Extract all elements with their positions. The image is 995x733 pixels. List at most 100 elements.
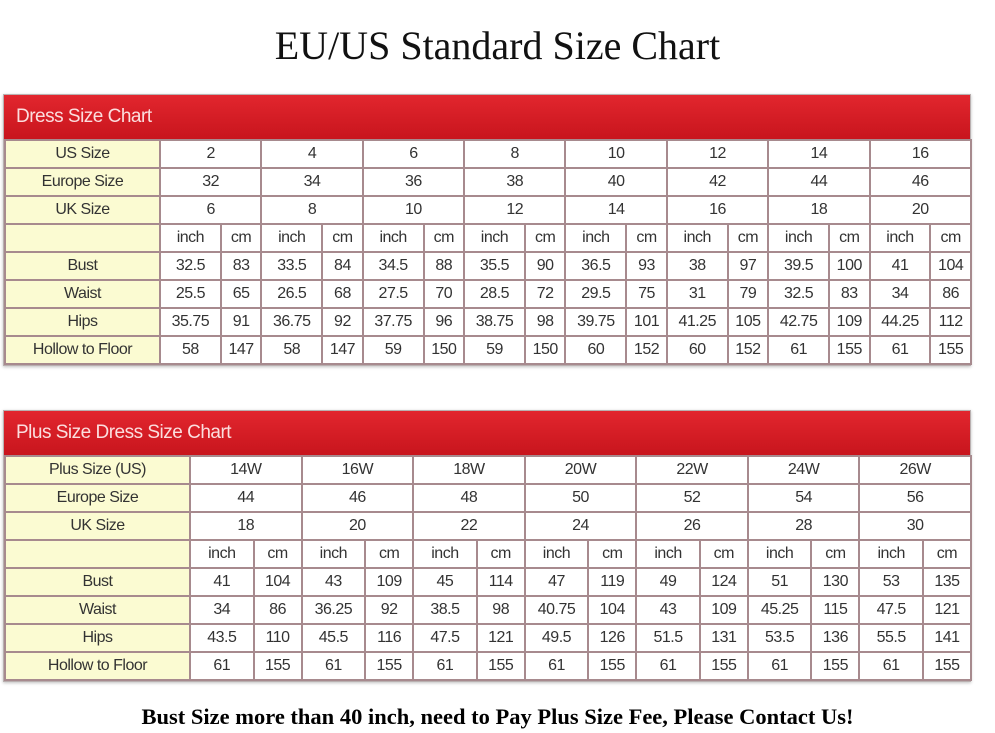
size-cell: 14 [564,195,668,225]
size-row: Europe Size 44 46 48 50 52 54 56 [4,483,972,513]
unit-row: inch cm inch cm inch cm inch cm inch cm inch cm inch… [4,223,972,253]
measure-cell: 104 [587,595,638,625]
measure-cell: 34.5 [361,251,425,281]
measure-cell: 79 [726,279,770,309]
measure-cell: 110 [252,623,303,653]
size-cell: 26W [858,455,972,485]
measure-cell: 40.75 [523,595,590,625]
measure-cell: 86 [929,279,972,309]
row-label: Waist [4,279,161,309]
measurement-row: Waist 34 86 36.25 92 38.5 98 40.75 104 43 109 45.25… [4,595,972,625]
size-cell: 4 [260,139,364,169]
row-label: Hips [4,307,161,337]
row-label: Europe Size [4,483,191,513]
measurement-row: Waist 25.5 65 26.5 68 27.5 70 28.5 72 29.5 75 31 79 3… [4,279,972,309]
measure-cell: 121 [921,595,972,625]
measure-cell: 124 [698,567,749,597]
size-cell: 40 [564,167,668,197]
plus-size-chart: Plus Size Dress Size Chart Plus Size (US… [3,410,972,682]
measure-cell: 41.25 [665,307,729,337]
measure-cell: 41 [189,567,255,597]
measure-cell: 35.75 [159,307,222,337]
measure-cell: 58 [159,335,222,365]
measure-cell: 45.5 [300,623,367,653]
measure-cell: 86 [252,595,303,625]
unit-cm: cm [523,223,567,253]
size-cell: 42 [665,167,770,197]
size-cell: 6 [361,139,466,169]
size-cell: 6 [158,195,263,225]
size-cell: 20 [300,511,415,541]
measure-cell: 39.5 [767,251,830,281]
row-label [4,539,191,569]
unit-cm: cm [828,223,871,253]
row-label: Hollow to Floor [4,651,191,681]
measure-cell: 91 [219,307,263,337]
unit-inch: inch [300,539,367,569]
size-cell: 16W [300,455,415,485]
measure-cell: 32.5 [767,279,830,309]
measure-cell: 112 [929,307,972,337]
size-cell: 2 [158,139,263,169]
measure-cell: 55.5 [858,623,924,653]
size-cell: 16 [868,139,972,169]
measure-cell: 155 [929,335,972,365]
measure-cell: 150 [422,335,466,365]
measure-cell: 36.75 [260,307,324,337]
size-cell: 32 [158,167,263,197]
measure-cell: 42.75 [767,307,830,337]
measure-cell: 43.5 [189,623,255,653]
unit-inch: inch [412,539,478,569]
measure-cell: 114 [475,567,526,597]
unit-inch: inch [746,539,813,569]
measure-cell: 152 [726,335,770,365]
measure-cell: 34 [868,279,932,309]
measure-cell: 97 [726,251,770,281]
measure-cell: 98 [523,307,567,337]
measure-cell: 61 [868,335,932,365]
measure-cell: 47.5 [858,595,924,625]
measure-cell: 61 [767,335,830,365]
size-cell: 10 [564,139,668,169]
measure-cell: 130 [810,567,861,597]
size-cell: 46 [300,483,415,513]
plus-size-table: Plus Size (US) 14W 16W 18W 20W 22W 24W 26W Europ… [4,455,972,681]
measure-cell: 83 [828,279,871,309]
measure-cell: 61 [635,651,701,681]
measure-cell: 105 [726,307,770,337]
size-cell: 38 [463,167,567,197]
unit-inch: inch [767,223,830,253]
plus-size-fee-notice: Bust Size more than 40 inch, need to Pay… [141,704,854,729]
measure-cell: 61 [858,651,924,681]
measure-cell: 28.5 [463,279,526,309]
unit-cm: cm [422,223,466,253]
size-cell: 12 [665,139,770,169]
unit-cm: cm [321,223,364,253]
measure-cell: 47 [523,567,590,597]
unit-cm: cm [475,539,526,569]
measure-cell: 68 [321,279,364,309]
measure-cell: 61 [523,651,590,681]
measure-cell: 49 [635,567,701,597]
unit-inch: inch [665,223,729,253]
size-cell: 46 [868,167,972,197]
measure-cell: 60 [564,335,628,365]
size-cell: 24 [523,511,638,541]
size-row: UK Size 6 8 10 12 14 16 18 20 [4,195,972,225]
measure-cell: 131 [698,623,749,653]
size-cell: 24W [746,455,861,485]
measure-cell: 61 [746,651,813,681]
measure-cell: 45 [412,567,478,597]
unit-inch: inch [858,539,924,569]
size-cell: 12 [463,195,567,225]
measure-cell: 36.5 [564,251,628,281]
measure-cell: 37.75 [361,307,425,337]
row-label: Hollow to Floor [4,335,161,365]
measure-cell: 36.25 [300,595,367,625]
unit-cm: cm [929,223,972,253]
measure-cell: 92 [364,595,415,625]
measure-cell: 98 [475,595,526,625]
measure-cell: 26.5 [260,279,324,309]
size-cell: 34 [260,167,364,197]
measure-cell: 25.5 [159,279,222,309]
